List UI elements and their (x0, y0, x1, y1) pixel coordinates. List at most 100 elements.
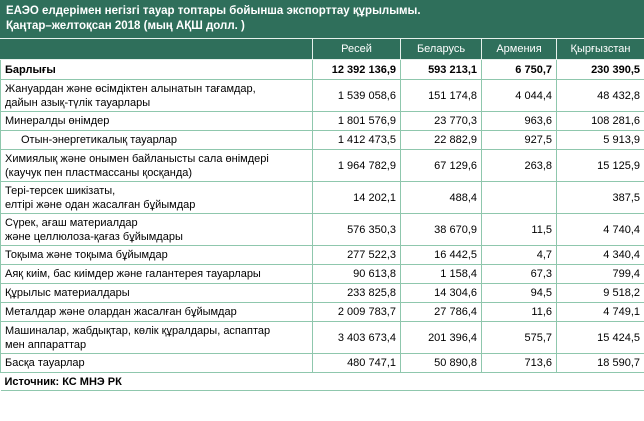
source-row: Источник: КС МНЭ РК (0, 372, 644, 391)
table-row: Металдар және олардан жасалған бұйымдар … (0, 302, 644, 322)
row-label-line: мен аппараттар (5, 338, 87, 351)
cell-value: 927,5 (481, 130, 557, 150)
cell-value: 1 412 473,5 (312, 130, 401, 150)
cell-value: 14 202,1 (312, 181, 401, 214)
row-label-line: елтірі және одан жасалған бұйымдар (5, 198, 196, 211)
row-label: Машиналар, жабдықтар, көлік құралдары, а… (0, 321, 313, 354)
cell-value: 201 396,4 (400, 321, 482, 354)
row-label: Сүрек, ағаш материалдар және целлюлоза-қа… (0, 213, 313, 246)
row-label-line: және целлюлоза-қағаз бұйымдары (5, 230, 183, 243)
cell-value: 16 442,5 (400, 245, 482, 265)
cell-value: 151 174,8 (400, 79, 482, 112)
cell-value: 23 770,3 (400, 111, 482, 131)
table-row: Химиялық және онымен байланысты сала өні… (0, 149, 644, 182)
row-label-line: Химиялық және онымен байланысты сала өні… (5, 152, 269, 165)
row-label: Басқа тауарлар (0, 353, 313, 373)
row-label-line: Машиналар, жабдықтар, көлік құралдары, а… (5, 324, 271, 337)
cell-value: 90 613,8 (312, 264, 401, 284)
cell-value: 4 749,1 (556, 302, 644, 322)
row-label: Химиялық және онымен байланысты сала өні… (0, 149, 313, 182)
header-russia: Ресей (312, 38, 401, 60)
cell-value: 4 740,4 (556, 213, 644, 246)
cell-value: 108 281,6 (556, 111, 644, 131)
cell-value: 67,3 (481, 264, 557, 284)
cell-value: 3 403 673,4 (312, 321, 401, 354)
cell-value: 67 129,6 (400, 149, 482, 182)
row-label-line: Сүрек, ағаш материалдар (5, 216, 138, 229)
cell-value: 11,5 (481, 213, 557, 246)
cell-value: 2 009 783,7 (312, 302, 401, 322)
table-row: Тері-терсек шикізаты, елтірі және одан жа… (0, 181, 644, 214)
cell-value: 387,5 (556, 181, 644, 214)
cell-value: 11,6 (481, 302, 557, 322)
header-belarus: Беларусь (400, 38, 482, 60)
cell-value (481, 181, 557, 214)
table-row: Минералды өнімдер 1 801 576,9 23 770,3 9… (0, 111, 644, 131)
cell-value: 1 964 782,9 (312, 149, 401, 182)
cell-value: 4 044,4 (481, 79, 557, 112)
cell-value: 18 590,7 (556, 353, 644, 373)
cell-value: 233 825,8 (312, 283, 401, 303)
cell-value: 963,6 (481, 111, 557, 131)
cell-value: 576 350,3 (312, 213, 401, 246)
row-label: Металдар және олардан жасалған бұйымдар (0, 302, 313, 322)
cell-value: 38 670,9 (400, 213, 482, 246)
cell-value: 14 304,6 (400, 283, 482, 303)
table-row: Сүрек, ағаш материалдар және целлюлоза-қа… (0, 213, 644, 246)
row-label-line: Тері-терсек шикізаты, (5, 184, 116, 197)
table-row: Аяқ киім, бас киімдер және галантерея та… (0, 264, 644, 284)
table-row-total: Барлығы 12 392 136,9 593 213,1 6 750,7 2… (0, 59, 644, 80)
title-line-2: Қаңтар–желтоқсан 2018 (мың АҚШ долл. ) (6, 20, 245, 32)
row-label: Тері-терсек шикізаты, елтірі және одан жа… (0, 181, 313, 214)
cell-value: 1 539 058,6 (312, 79, 401, 112)
table-row: Тоқыма және тоқыма бұйымдар 277 522,3 16… (0, 245, 644, 265)
row-label: Жануардан және өсімдіктен алынатын тағам… (0, 79, 313, 112)
cell-value: 575,7 (481, 321, 557, 354)
row-label: Аяқ киім, бас киімдер және галантерея та… (0, 264, 313, 284)
table-row: Жануардан және өсімдіктен алынатын тағам… (0, 79, 644, 112)
cell-value: 22 882,9 (400, 130, 482, 150)
row-label: Минералды өнімдер (0, 111, 313, 131)
row-label-line: Жануардан және өсімдіктен алынатын тағам… (5, 82, 256, 95)
table-row: Отын-энергетикалық тауарлар 1 412 473,5 … (0, 130, 644, 150)
header-row: Ресей Беларусь Армения Қырғызстан (0, 38, 644, 60)
cell-value: 12 392 136,9 (312, 59, 401, 80)
table-row: Басқа тауарлар 480 747,1 50 890,8 713,6 … (0, 353, 644, 373)
cell-value: 1 801 576,9 (312, 111, 401, 131)
cell-value: 4 340,4 (556, 245, 644, 265)
table-row: Құрылыс материалдары 233 825,8 14 304,6 … (0, 283, 644, 303)
cell-value: 94,5 (481, 283, 557, 303)
row-label: Барлығы (0, 59, 313, 80)
cell-value: 50 890,8 (400, 353, 482, 373)
cell-value: 27 786,4 (400, 302, 482, 322)
cell-value: 48 432,8 (556, 79, 644, 112)
export-structure-table: Ресей Беларусь Армения Қырғызстан Барлығ… (0, 38, 644, 391)
header-kyrgyzstan: Қырғызстан (556, 38, 644, 60)
cell-value: 488,4 (400, 181, 482, 214)
cell-value: 277 522,3 (312, 245, 401, 265)
cell-value: 4,7 (481, 245, 557, 265)
cell-value: 1 158,4 (400, 264, 482, 284)
cell-value: 799,4 (556, 264, 644, 284)
header-blank (0, 38, 313, 60)
cell-value: 593 213,1 (400, 59, 482, 80)
cell-value: 713,6 (481, 353, 557, 373)
cell-value: 263,8 (481, 149, 557, 182)
cell-value: 480 747,1 (312, 353, 401, 373)
row-label: Отын-энергетикалық тауарлар (0, 130, 313, 150)
row-label-line: дайын азық-түлік тауарлары (5, 96, 151, 109)
row-label: Тоқыма және тоқыма бұйымдар (0, 245, 313, 265)
table-row: Машиналар, жабдықтар, көлік құралдары, а… (0, 321, 644, 354)
header-armenia: Армения (481, 38, 557, 60)
cell-value: 230 390,5 (556, 59, 644, 80)
cell-value: 9 518,2 (556, 283, 644, 303)
row-label-line: (каучук пен пластмассаны қосқанда) (5, 166, 193, 179)
title-line-1: ЕАЭО елдерімен негізгі тауар топтары бой… (6, 5, 421, 17)
source-note: Источник: КС МНЭ РК (0, 372, 644, 391)
cell-value: 15 424,5 (556, 321, 644, 354)
cell-value: 6 750,7 (481, 59, 557, 80)
row-label: Құрылыс материалдары (0, 283, 313, 303)
cell-value: 15 125,9 (556, 149, 644, 182)
table-title: ЕАЭО елдерімен негізгі тауар топтары бой… (0, 0, 644, 38)
